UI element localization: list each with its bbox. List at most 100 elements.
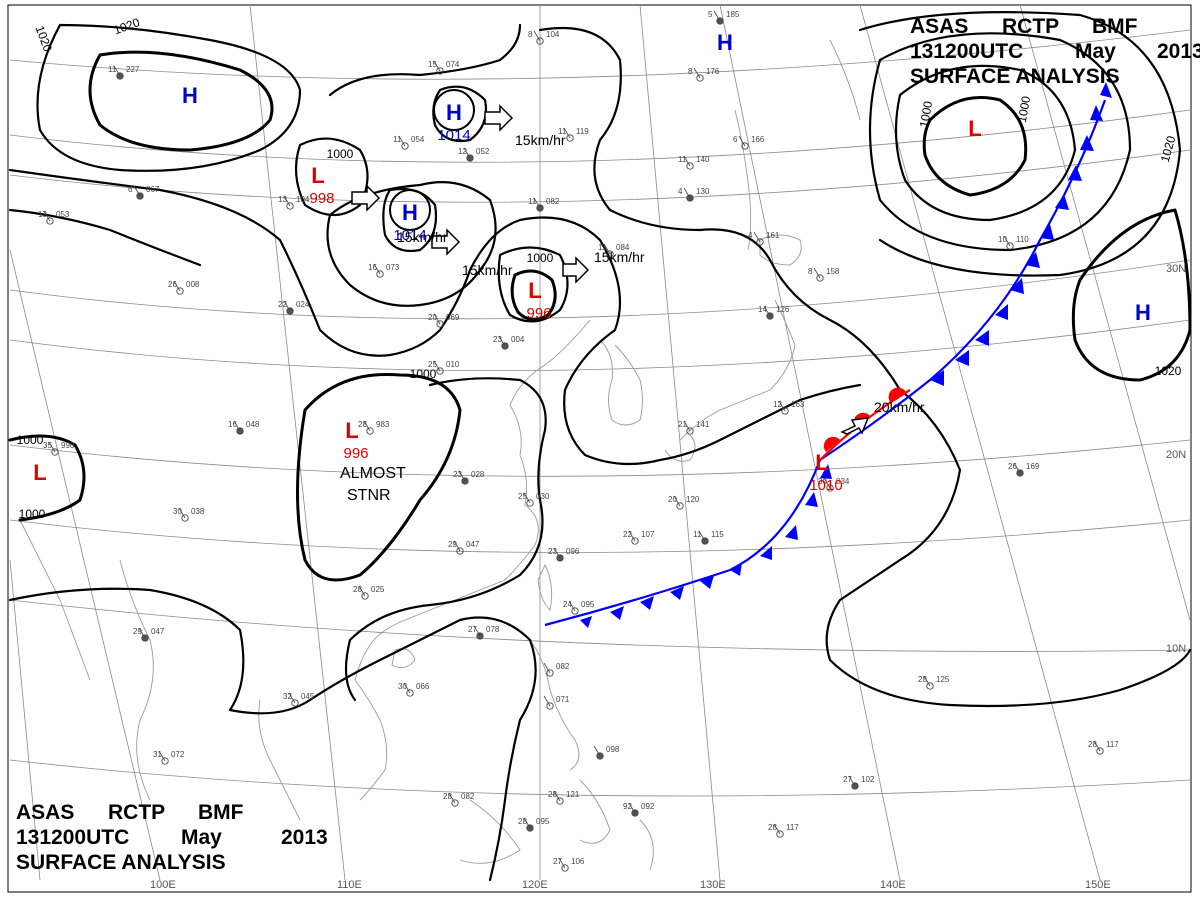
station-plot: 6 166 — [733, 135, 765, 150]
station-temperature: 22 — [278, 300, 287, 309]
station-temperature: 27 — [843, 775, 852, 784]
isobar-high-mongolia — [88, 50, 274, 152]
move-arrow-2 — [351, 184, 381, 212]
pressure-center-low: L 1010 — [809, 450, 842, 494]
india-coast — [19, 519, 91, 681]
station-plot: 22 107 — [623, 530, 655, 545]
station-pressure: 025 — [371, 585, 385, 594]
move-arrow-3 — [431, 228, 461, 256]
station-pressure: 117 — [786, 823, 799, 832]
station-temperature: 16 — [228, 420, 237, 429]
title-product: SURFACE ANALYSIS — [910, 65, 1120, 88]
station-temperature: 11 — [693, 530, 702, 539]
station-plot: 28 117 — [768, 823, 799, 838]
meridian-90e — [9, 559, 41, 881]
center-value: 1010 — [809, 477, 842, 494]
center-value: 1014 — [437, 127, 470, 144]
station-pressure: 104 — [296, 195, 310, 204]
center-letter: L — [311, 163, 324, 188]
station-plot: 6 067 — [128, 185, 160, 200]
station-temperature: 28 — [353, 585, 362, 594]
station-temperature: 21 — [678, 420, 687, 429]
station-plot: 23 028 — [453, 470, 485, 485]
center-letter: L — [528, 278, 541, 303]
movement-labels: 15km/hr 15km/hr 15km/hr 15km/hr 20km/hr — [397, 132, 925, 415]
pressure-center-high: H 1014 — [437, 100, 470, 144]
center-letter: L — [815, 450, 828, 475]
station-temperature: 11 — [598, 243, 607, 252]
movement-speed-label: 15km/hr — [397, 229, 448, 245]
station-pressure: 130 — [696, 187, 710, 196]
cold-front-line — [544, 99, 1107, 627]
station-temperature: 8 — [688, 67, 693, 76]
lon-label-100e: 100E — [150, 879, 176, 891]
pressure-center-low: L 996 — [343, 418, 368, 462]
station-temperature: 12 — [458, 147, 467, 156]
station-plot: 16 048 — [228, 420, 260, 435]
title-block-top: ASAS RCTP BMF 131200UTC May 2013 SURFACE ANA… — [910, 14, 1200, 89]
station-temperature: 4 — [748, 231, 753, 240]
station-plot: 14 126 — [758, 305, 790, 320]
lon-label-140e: 140E — [880, 879, 906, 891]
station-pressure: 072 — [171, 750, 185, 759]
isobar-value-label: 1000 — [1015, 95, 1033, 124]
sakhalin — [734, 109, 752, 251]
station-pressure: 158 — [826, 267, 840, 276]
isobar-value-label: 1000 — [327, 147, 354, 161]
station-pressure: 102 — [861, 775, 875, 784]
station-temperature: 11 — [558, 127, 567, 136]
station-plot: 11 054 — [393, 135, 425, 150]
station-pressure: 115 — [711, 530, 724, 539]
station-temperature: 11 — [678, 155, 687, 164]
station-plot: 11 084 — [598, 243, 630, 258]
station-temperature: 27 — [553, 857, 562, 866]
station-pressure: 067 — [146, 185, 160, 194]
title-block-bottom: ASAS RCTP BMF 131200UTC May 2013 SURFACE ANA… — [16, 800, 328, 875]
isobar-outer-east — [538, 26, 1192, 708]
station-plot: 5 185 — [708, 10, 740, 25]
isobar-value-label: 1020 — [1155, 364, 1182, 378]
station-pressure: 990 — [61, 441, 75, 450]
station-pressure: 071 — [556, 695, 570, 704]
station-plot: 27 078 — [468, 625, 500, 640]
meridian-160e — [1019, 4, 1191, 621]
station-plot: 082 — [543, 662, 570, 677]
graticule — [9, 4, 1191, 881]
station-pressure: 082 — [546, 197, 560, 206]
station-pressure: 038 — [191, 507, 205, 516]
parallel-20n — [9, 439, 1191, 477]
isobar-1000-southwest — [296, 372, 462, 582]
station-pressure: 028 — [471, 470, 485, 479]
move-arrow-5 — [840, 417, 870, 435]
lon-label-150e: 150E — [1085, 879, 1111, 891]
kamchatka — [829, 39, 861, 121]
mindanao — [579, 779, 611, 844]
station-temperature: 32 — [283, 692, 292, 701]
station-plot: 30 038 — [173, 507, 205, 522]
center-value: 996 — [526, 305, 551, 322]
borneo-coast — [459, 799, 521, 864]
station-plot: 28 082 — [443, 792, 475, 807]
pressure-center-low: L — [33, 460, 46, 485]
station-temperature: 29 — [448, 540, 457, 549]
station-plot: 10 110 — [998, 235, 1029, 250]
station-temperature: 13 — [278, 195, 287, 204]
pressure-center-high: H — [182, 83, 198, 108]
center-letter: H — [402, 200, 418, 225]
station-temperature: 30 — [818, 477, 827, 486]
station-plot: 15 074 — [428, 60, 460, 75]
station-pressure: 004 — [511, 335, 525, 344]
china-coast — [354, 319, 591, 681]
station-temperature: 16 — [368, 263, 377, 272]
station-temperature: 26 — [168, 280, 177, 289]
station-pressure: 084 — [616, 243, 630, 252]
station-pressure: 176 — [706, 67, 720, 76]
station-plot: 13 104 — [278, 195, 310, 210]
station-pressure: 047 — [466, 540, 480, 549]
title-station: RCTP — [1002, 15, 1060, 38]
title-agency: ASAS — [910, 15, 969, 38]
station-plot: 26 169 — [1008, 462, 1040, 477]
station-plot: 28 025 — [353, 585, 385, 600]
title-product-bottom: SURFACE ANALYSIS — [16, 851, 226, 874]
